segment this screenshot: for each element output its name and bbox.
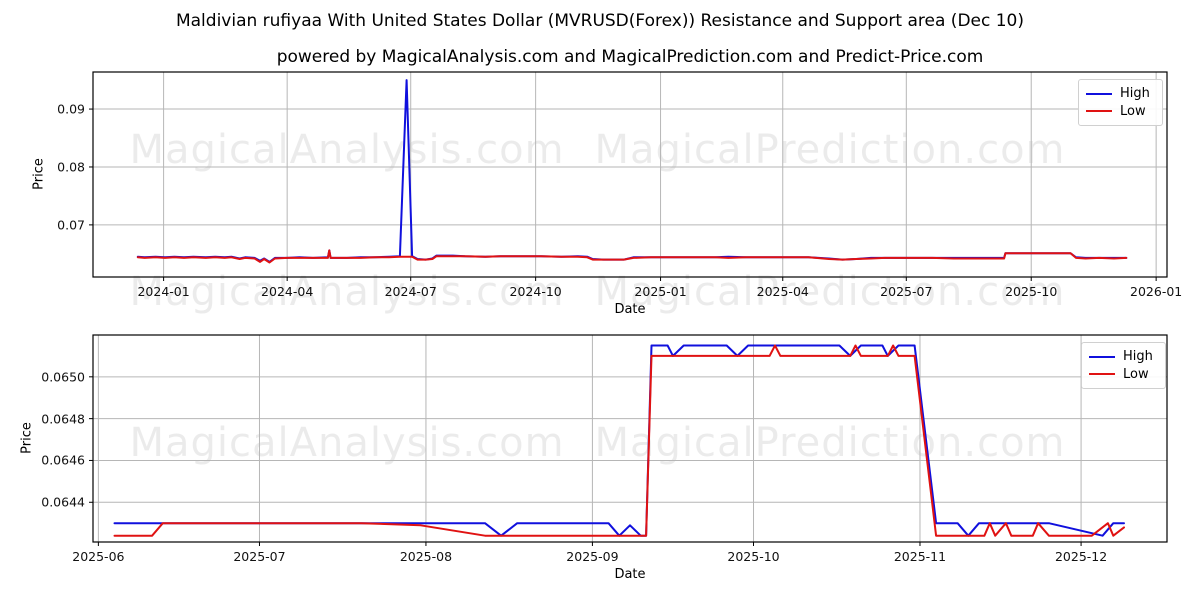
x-tick-label: 2025-10: [727, 549, 780, 564]
watermark-analysis: MagicalAnalysis.com: [129, 420, 565, 466]
x-tick-label: 2025-10: [1005, 284, 1058, 299]
x-tick-label: 2024-10: [509, 284, 562, 299]
x-tick-label: 2025-07: [880, 284, 933, 299]
y-tick-label: 0.0648: [41, 411, 85, 427]
low-line-swatch: [1086, 110, 1112, 113]
bottom-chart-legend: High Low: [1081, 342, 1166, 389]
x-tick-label: 2025-11: [893, 549, 947, 564]
legend-label-low: Low: [1123, 366, 1149, 382]
legend-item-high: High: [1086, 86, 1155, 101]
x-tick-label: 2025-07: [233, 549, 286, 564]
top-chart-ylabel: Price: [31, 158, 47, 190]
x-tick-label: 2024-04: [261, 284, 314, 299]
x-tick-label: 2025-04: [756, 284, 809, 299]
high-line-swatch: [1089, 355, 1115, 358]
y-tick-label: 0.07: [57, 217, 85, 233]
legend-item-low: Low: [1089, 367, 1158, 382]
x-tick-label: 2025-09: [566, 549, 619, 564]
watermark-prediction: MagicalPrediction.com: [594, 420, 1066, 466]
y-tick-label: 0.08: [57, 159, 85, 175]
legend-item-low: Low: [1086, 104, 1155, 119]
x-tick-label: 2024-01: [137, 284, 190, 299]
x-tick-label: 2025-12: [1054, 549, 1108, 564]
watermark-prediction: MagicalPrediction.com: [594, 127, 1066, 173]
figure-subtitle: powered by MagicalAnalysis.com and Magic…: [276, 47, 984, 67]
figure-title: Maldivian rufiyaa With United States Dol…: [175, 11, 1025, 31]
y-tick-label: 0.0650: [41, 369, 85, 385]
legend-label-high: High: [1120, 86, 1150, 102]
y-tick-label: 0.09: [57, 101, 85, 117]
y-tick-label: 0.0644: [41, 494, 85, 510]
watermark-analysis: MagicalAnalysis.com: [129, 127, 565, 173]
bottom-chart-ylabel: Price: [19, 422, 35, 454]
legend-label-high: High: [1123, 349, 1153, 365]
x-tick-label: 2025-01: [634, 284, 687, 299]
legend-label-low: Low: [1120, 103, 1146, 119]
low-line-swatch: [1089, 373, 1115, 376]
top-chart-xlabel: Date: [614, 302, 646, 317]
bottom-chart-xlabel: Date: [614, 567, 646, 582]
x-tick-label: 2025-08: [399, 549, 453, 564]
x-tick-label: 2025-06: [72, 549, 125, 564]
y-tick-label: 0.0646: [41, 452, 85, 468]
x-tick-label: 2024-07: [384, 284, 437, 299]
x-tick-label: 2026-01: [1130, 284, 1183, 299]
low-line: [136, 249, 1128, 264]
low-line: [113, 344, 1125, 537]
top-chart-legend: High Low: [1078, 79, 1163, 126]
high-line: [113, 344, 1125, 537]
legend-item-high: High: [1089, 349, 1158, 364]
high-line-swatch: [1086, 92, 1112, 95]
